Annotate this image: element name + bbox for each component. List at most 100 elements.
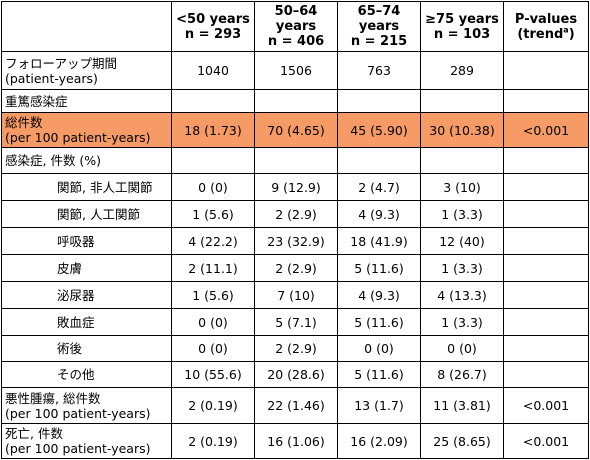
- row-label: 術後: [1, 335, 172, 362]
- cell: 2 (2.9): [254, 254, 338, 282]
- p-value-cell: [503, 281, 589, 309]
- cell: 1040: [171, 51, 255, 90]
- cell: 763: [337, 51, 421, 90]
- cell: 3 (10): [420, 173, 504, 201]
- row-label: 泌尿器: [1, 281, 172, 309]
- p-value-cell: <0.001: [503, 387, 589, 424]
- row-label: 皮膚: [1, 254, 172, 282]
- table-row: 敗血症 0 (0) 5 (7.1) 5 (11.6) 1 (3.3): [1, 308, 589, 336]
- cell: [254, 89, 338, 113]
- table-row: 関節, 人工関節 1 (5.6) 2 (2.9) 4 (9.3) 1 (3.3): [1, 200, 589, 228]
- cell: 4 (9.3): [337, 200, 421, 228]
- header-lt50: <50 years n = 293: [171, 1, 255, 52]
- cell: 0 (0): [420, 335, 504, 362]
- cell: 45 (5.90): [337, 112, 421, 148]
- cell: 1 (3.3): [420, 254, 504, 282]
- cell: 8 (26.7): [420, 361, 504, 388]
- cell: 22 (1.46): [254, 387, 338, 424]
- table-row: 呼吸器 4 (22.2) 23 (32.9) 18 (41.9) 12 (40): [1, 227, 589, 255]
- row-label: 関節, 人工関節: [1, 200, 172, 228]
- cell: 2 (4.7): [337, 173, 421, 201]
- cell: [337, 147, 421, 174]
- cell: [420, 147, 504, 174]
- row-label: 総件数 (per 100 patient-years): [1, 112, 172, 148]
- row-label: 呼吸器: [1, 227, 172, 255]
- cell: 1 (5.6): [171, 281, 255, 309]
- cell: 289: [420, 51, 504, 90]
- cell: 23 (32.9): [254, 227, 338, 255]
- p-value-cell: [503, 254, 589, 282]
- p-value-cell: [503, 51, 589, 90]
- header-50-64: 50–64 years n = 406: [254, 1, 338, 52]
- table-row: 皮膚 2 (11.1) 2 (2.9) 5 (11.6) 1 (3.3): [1, 254, 589, 282]
- table-row: 術後 0 (0) 2 (2.9) 0 (0) 0 (0): [1, 335, 589, 362]
- row-label: 敗血症: [1, 308, 172, 336]
- cell: 5 (11.6): [337, 254, 421, 282]
- cell: 1506: [254, 51, 338, 90]
- cell: 4 (9.3): [337, 281, 421, 309]
- cell: 0 (0): [171, 173, 255, 201]
- table-row: 死亡, 件数 (per 100 patient-years) 2 (0.19) …: [1, 423, 589, 459]
- highlighted-row: 総件数 (per 100 patient-years) 18 (1.73) 70 …: [1, 112, 589, 148]
- p-value-cell: [503, 89, 589, 113]
- cell: 0 (0): [337, 335, 421, 362]
- p-value-cell: [503, 335, 589, 362]
- row-label: 感染症, 件数 (%): [1, 147, 172, 174]
- cell: 20 (28.6): [254, 361, 338, 388]
- cell: 1 (3.3): [420, 308, 504, 336]
- cell: 5 (11.6): [337, 308, 421, 336]
- p-value-cell: [503, 227, 589, 255]
- cell: [171, 89, 255, 113]
- cell: [337, 89, 421, 113]
- p-value-cell: [503, 361, 589, 388]
- table-row: 関節, 非人工関節 0 (0) 9 (12.9) 2 (4.7) 3 (10): [1, 173, 589, 201]
- cell: 18 (1.73): [171, 112, 255, 148]
- table-row: フォローアップ期間 (patient-years) 1040 1506 763 2…: [1, 51, 589, 90]
- cell: 4 (13.3): [420, 281, 504, 309]
- cell: [420, 89, 504, 113]
- cell: 18 (41.9): [337, 227, 421, 255]
- table-row: 悪性腫瘍, 総件数 (per 100 patient-years) 2 (0.19…: [1, 387, 589, 424]
- p-value-cell: [503, 173, 589, 201]
- cell: 2 (11.1): [171, 254, 255, 282]
- cell: 2 (2.9): [254, 335, 338, 362]
- cell: 5 (7.1): [254, 308, 338, 336]
- cell: 12 (40): [420, 227, 504, 255]
- row-label: フォローアップ期間 (patient-years): [1, 51, 172, 90]
- table-row: 泌尿器 1 (5.6) 7 (10) 4 (9.3) 4 (13.3): [1, 281, 589, 309]
- cell: 1 (5.6): [171, 200, 255, 228]
- row-label: 悪性腫瘍, 総件数 (per 100 patient-years): [1, 387, 172, 424]
- row-label: 死亡, 件数 (per 100 patient-years): [1, 423, 172, 459]
- cell: [171, 147, 255, 174]
- row-label: その他: [1, 361, 172, 388]
- cell: 70 (4.65): [254, 112, 338, 148]
- cell: 1 (3.3): [420, 200, 504, 228]
- cell: 2 (2.9): [254, 200, 338, 228]
- cell: 10 (55.6): [171, 361, 255, 388]
- header-65-74: 65–74 years n = 215: [337, 1, 421, 52]
- cell: 9 (12.9): [254, 173, 338, 201]
- cell: 0 (0): [171, 308, 255, 336]
- cell: 30 (10.38): [420, 112, 504, 148]
- table-row: 重篤感染症: [1, 89, 589, 113]
- table-row: 感染症, 件数 (%): [1, 147, 589, 174]
- p-value-cell: [503, 200, 589, 228]
- p-value-cell: <0.001: [503, 112, 589, 148]
- cell: [254, 147, 338, 174]
- header-ge75: ≥75 years n = 103: [420, 1, 504, 52]
- cell: 2 (0.19): [171, 387, 255, 424]
- header-blank-cell: [1, 1, 172, 52]
- p-value-cell: [503, 147, 589, 174]
- table-row: その他 10 (55.6) 20 (28.6) 5 (11.6) 8 (26.7…: [1, 361, 589, 388]
- cell: 13 (1.7): [337, 387, 421, 424]
- cell: 5 (11.6): [337, 361, 421, 388]
- cell: 4 (22.2): [171, 227, 255, 255]
- cell: 16 (1.06): [254, 423, 338, 459]
- p-value-cell: [503, 308, 589, 336]
- cell: 0 (0): [171, 335, 255, 362]
- row-label: 関節, 非人工関節: [1, 173, 172, 201]
- cell: 2 (0.19): [171, 423, 255, 459]
- cell: 7 (10): [254, 281, 338, 309]
- p-value-cell: <0.001: [503, 423, 589, 459]
